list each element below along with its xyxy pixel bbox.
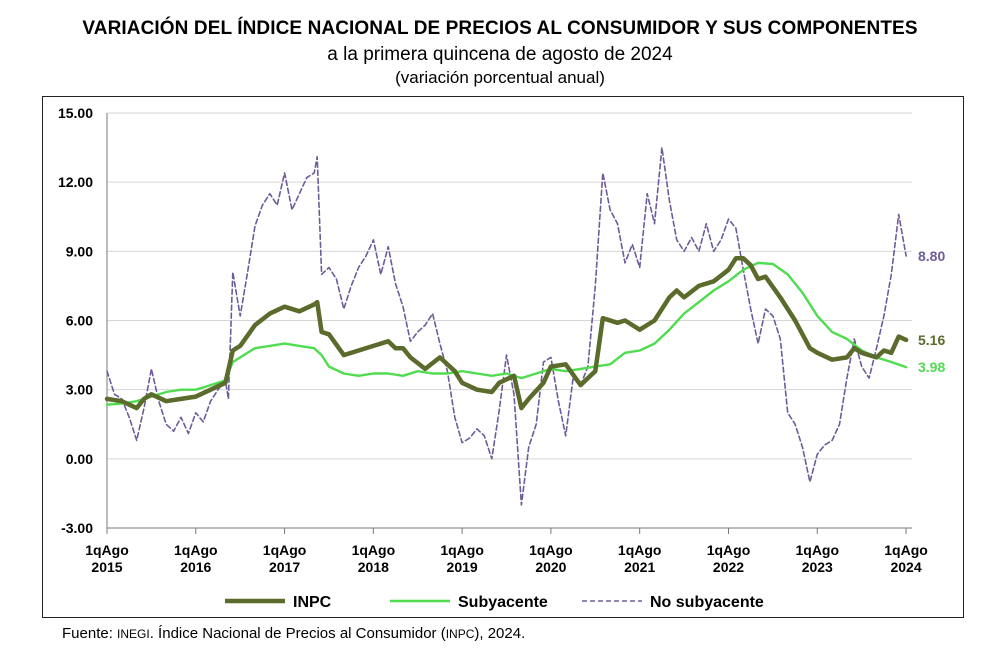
source-suffix: ), 2024. [474,625,526,642]
x-tick-label-year: 2019 [447,559,478,575]
series-line-subyacente [105,261,908,406]
x-tick-label-year: 2016 [180,559,211,575]
x-tick-label-period: 1qAgo [263,542,307,558]
series-line-no-subyacente [106,146,907,506]
x-tick-label-period: 1qAgo [529,542,573,558]
x-tick-label-year: 2022 [713,559,744,575]
y-tick-label: 6.00 [66,313,93,329]
x-tick-label-year: 2017 [269,559,300,575]
y-tick-label: -3.00 [61,520,93,536]
end-label-no-subyacente: 8.80 [918,248,945,264]
x-tick-label-period: 1qAgo [707,542,751,558]
legend-label-inpc: INPC [293,594,332,611]
series-line-inpc [104,256,909,411]
x-tick-label-year: 2024 [890,559,921,575]
chart-units-subtitle: (variación porcentual anual) [395,68,605,87]
source-note: Fuente: INEGI. Índice Nacional de Precio… [62,625,525,642]
legend-label-no-subyacente: No subyacente [650,594,764,611]
y-tick-label: 0.00 [66,451,93,467]
x-tick-label-period: 1qAgo [618,542,662,558]
x-tick-label-period: 1qAgo [884,542,928,558]
y-tick-label: 9.00 [66,243,93,259]
chart-subtitle: a la primera quincena de agosto de 2024 [327,44,673,65]
legend-label-subyacente: Subyacente [458,594,548,611]
end-label-inpc: 5.16 [918,332,945,348]
y-tick-label: 15.00 [58,105,93,121]
y-tick-label: 3.00 [66,382,93,398]
y-tick-label: 12.00 [58,174,93,190]
x-tick-label-year: 2015 [91,559,122,575]
source-prefix: Fuente: [62,625,118,642]
x-tick-label-period: 1qAgo [85,542,129,558]
x-tick-label-year: 2018 [358,559,389,575]
x-tick-label-year: 2021 [624,559,655,575]
x-tick-label-period: 1qAgo [174,542,218,558]
chart-title: VARIACIÓN DEL ÍNDICE NACIONAL DE PRECIOS… [82,18,918,39]
source-middle: . Índice Nacional de Precios al Consumid… [149,625,446,642]
x-tick-label-year: 2023 [802,559,833,575]
end-label-subyacente: 3.98 [918,359,945,375]
source-org: INEGI [117,627,150,641]
x-tick-label-period: 1qAgo [795,542,839,558]
x-tick-label-period: 1qAgo [440,542,484,558]
chart-frame [42,96,964,618]
source-abbr: INPC [445,627,475,641]
x-tick-label-period: 1qAgo [352,542,396,558]
x-tick-label-year: 2020 [535,559,566,575]
